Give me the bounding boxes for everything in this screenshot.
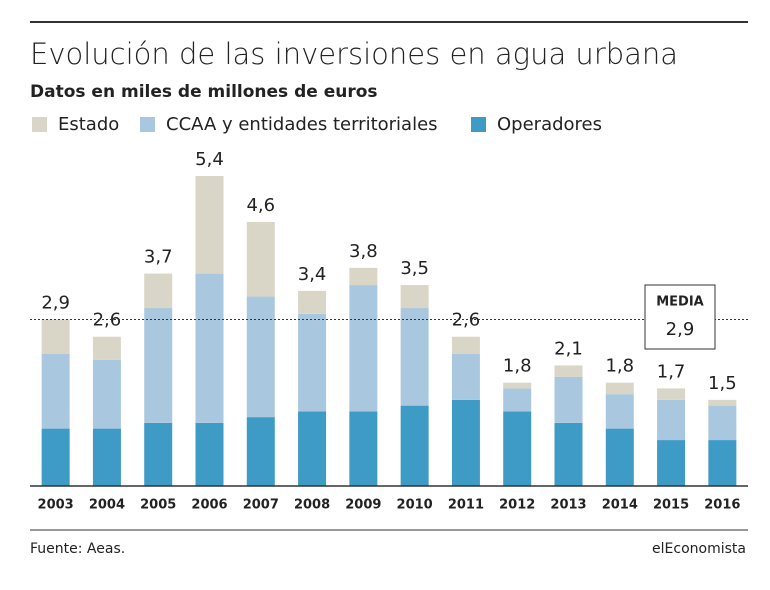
bar-segment xyxy=(144,308,173,423)
bar-segment xyxy=(708,405,737,441)
bar-segment xyxy=(41,353,70,429)
bar-segment xyxy=(246,296,275,418)
bar-segment xyxy=(503,388,532,412)
bar-segment xyxy=(657,388,686,400)
chart-title: Evolución de las inversiones en agua urb… xyxy=(30,37,678,71)
chart-subtitle: Datos en miles de millones de euros xyxy=(30,82,378,102)
bar-segment xyxy=(708,399,737,406)
bar-segment xyxy=(195,422,224,486)
bar-segment xyxy=(92,359,121,429)
total-label: 1,5 xyxy=(708,373,737,394)
x-tick-label: 2008 xyxy=(294,498,330,513)
bar-segment xyxy=(657,399,686,441)
x-tick-label: 2015 xyxy=(653,498,689,513)
x-tick-label: 2009 xyxy=(345,498,381,513)
bar-segment xyxy=(554,422,583,486)
bar-segment xyxy=(144,273,173,309)
x-tick-label: 2006 xyxy=(191,498,227,513)
bar-segment xyxy=(92,336,121,360)
bar-segment xyxy=(41,319,70,354)
legend-label: CCAA y entidades territoriales xyxy=(166,114,438,135)
legend-label: Operadores xyxy=(497,114,602,135)
average-label: MEDIA xyxy=(656,295,704,310)
bar-segment xyxy=(298,290,327,314)
bar-segment xyxy=(298,411,327,486)
bar-segment xyxy=(400,405,429,486)
total-label: 2,6 xyxy=(452,310,481,331)
bar-segment xyxy=(451,399,480,486)
bar-segment xyxy=(503,382,532,389)
x-tick-label: 2016 xyxy=(704,498,740,513)
total-label: 1,7 xyxy=(657,361,686,382)
total-label: 1,8 xyxy=(605,356,634,377)
bar-segment xyxy=(708,440,737,486)
bar-segment xyxy=(349,411,378,486)
bar-segment xyxy=(298,313,327,412)
total-label: 3,4 xyxy=(298,264,327,285)
source: Fuente: Aeas. xyxy=(30,541,125,557)
brand: elEconomista xyxy=(652,541,746,557)
bar-segment xyxy=(92,428,121,486)
bar-segment xyxy=(246,221,275,297)
legend-swatch xyxy=(471,117,486,132)
bar-segment xyxy=(144,422,173,486)
total-label: 3,5 xyxy=(400,258,429,279)
legend-swatch xyxy=(32,117,47,132)
legend-swatch xyxy=(140,117,155,132)
x-tick-label: 2011 xyxy=(448,498,484,513)
x-tick-label: 2013 xyxy=(550,498,586,513)
x-tick-label: 2007 xyxy=(243,498,279,513)
bar-segment xyxy=(605,428,634,486)
x-tick-label: 2005 xyxy=(140,498,176,513)
bar-segment xyxy=(195,273,224,423)
x-tick-label: 2014 xyxy=(602,498,638,513)
x-tick-label: 2012 xyxy=(499,498,535,513)
total-label: 3,7 xyxy=(144,247,173,268)
x-tick-label: 2010 xyxy=(397,498,433,513)
bar-segment xyxy=(195,176,224,274)
total-label: 1,8 xyxy=(503,356,532,377)
bar-segment xyxy=(400,308,429,406)
bar-segment xyxy=(41,428,70,486)
bar-segment xyxy=(451,336,480,354)
bar-segment xyxy=(503,411,532,486)
legend-label: Estado xyxy=(58,114,119,135)
bar-segment xyxy=(554,376,583,423)
bar-segment xyxy=(349,267,378,286)
bar-segment xyxy=(400,285,429,309)
total-label: 2,9 xyxy=(41,293,70,314)
bar-segment xyxy=(349,285,378,412)
x-tick-label: 2004 xyxy=(89,498,125,513)
average-box xyxy=(644,284,716,350)
bar-segment xyxy=(657,440,686,486)
bar-segment xyxy=(451,353,480,400)
bar-segment xyxy=(554,365,583,377)
average-value: 2,9 xyxy=(666,319,695,340)
total-label: 4,6 xyxy=(246,195,275,216)
bar-segment xyxy=(246,417,275,486)
total-label: 2,6 xyxy=(93,310,122,331)
bar-segment xyxy=(605,382,634,395)
total-label: 3,8 xyxy=(349,241,378,262)
total-label: 5,4 xyxy=(195,149,224,170)
bar-segment xyxy=(605,394,634,429)
x-tick-label: 2003 xyxy=(38,498,74,513)
total-label: 2,1 xyxy=(554,338,583,359)
